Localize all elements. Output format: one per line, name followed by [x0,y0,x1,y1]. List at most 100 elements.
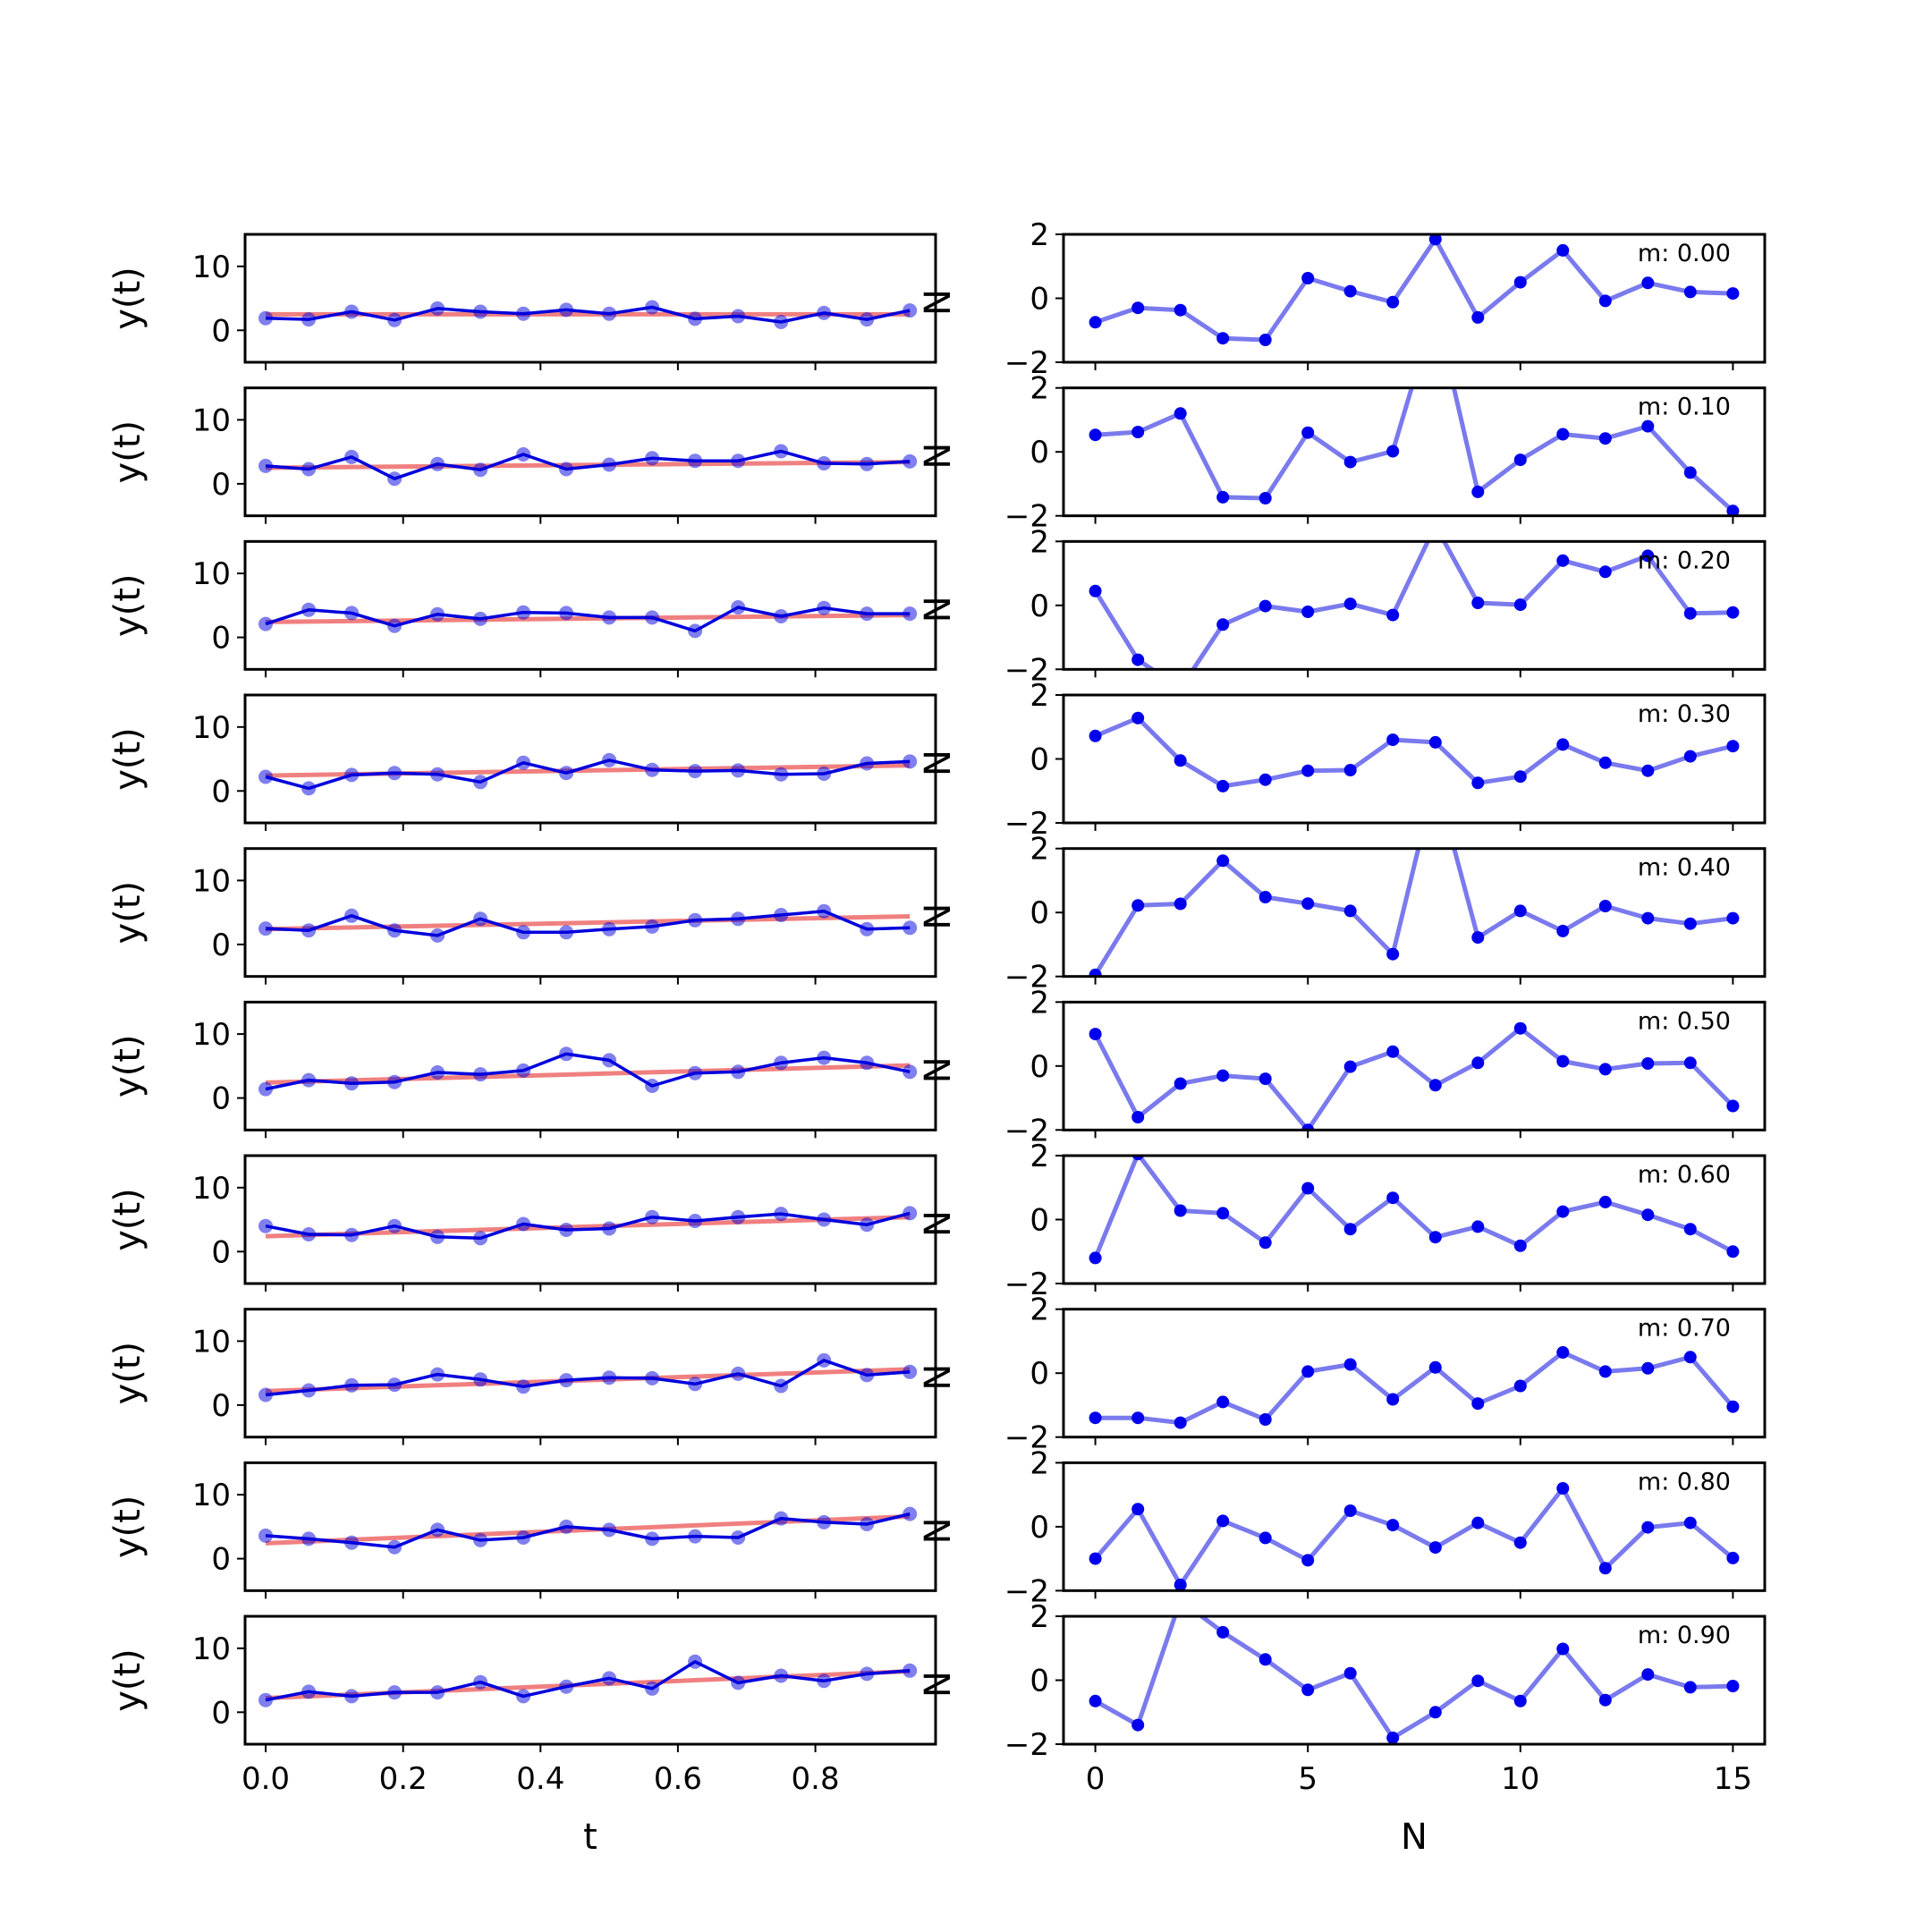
left-panel: 0 10 y(t) [107,1154,937,1292]
residual-point [1343,764,1357,776]
residual-point [1386,1519,1400,1532]
data-point [430,928,445,943]
data-point [688,1377,703,1392]
data-point [301,1383,317,1398]
residual-point [1386,733,1400,747]
residual-point [1301,1123,1315,1131]
data-point [516,447,531,462]
y-tick-label: 0 [211,1081,231,1117]
data-point [559,1373,574,1388]
residual-point [1726,1551,1740,1564]
y-tick-label: 10 [192,1017,231,1053]
residual-point [1089,1028,1102,1041]
data-point [817,305,832,320]
y-tick-label: 2 [1030,1445,1049,1481]
residual-point [1429,301,1442,314]
residual-line [1093,848,1733,977]
data-point [902,1506,918,1521]
residual-point [1216,1625,1230,1639]
data-point [387,1685,402,1700]
residual-point [1258,599,1272,613]
y-tick-label: 0 [211,1388,231,1424]
residual-point [1598,756,1612,769]
data-point [602,1053,617,1068]
data-point [301,923,317,938]
series-line [265,909,911,937]
panel-row-4: 0 10 y(t) m: 0.40 2 0 −2 N [107,832,1767,996]
residual-point [1471,776,1485,790]
data-point [860,312,875,327]
data-point [602,1671,617,1686]
data-point [817,456,832,470]
y-axis-label: y(t) [107,727,148,791]
left-plot-area [258,300,918,329]
y-tick-label: 0 [211,1234,231,1270]
residual-point [1641,1057,1655,1070]
residual-point [1429,520,1442,532]
data-point [817,1050,832,1065]
data-point [602,306,617,321]
residual-line [1095,387,1735,513]
data-point [774,1207,789,1222]
residual-point [1089,316,1102,329]
residual-point [1598,1693,1612,1707]
data-point [344,1076,360,1091]
x-tick-label: 15 [1714,1761,1752,1797]
series-line [265,758,911,791]
data-point [473,775,488,790]
left-axes-frame [243,1461,937,1592]
data-point [817,903,832,919]
residual-point [1726,911,1740,925]
right-panel: m: 0.90 2 0 −2 N [918,1599,1767,1763]
left-panel: 0 10 y(t) [107,1461,937,1599]
y-tick-label: 10 [192,250,231,285]
residual-point [1258,1072,1272,1086]
panel-row-0: 0 10 y(t) m: 0.00 2 0 −2 N [107,217,1767,381]
residual-point [1301,426,1315,439]
residual-point [1556,924,1570,937]
data-point [902,920,918,936]
data-point [902,1064,918,1080]
right-plot-area [1089,1482,1740,1591]
residual-point [1683,1516,1697,1530]
y-tick-label: 2 [1030,217,1049,253]
right-plot-area [1089,848,1740,977]
left-plot-area [258,1506,918,1555]
data-point [559,766,574,781]
data-point [387,1074,402,1089]
x-tick-label: 0.0 [242,1761,290,1797]
data-point [301,1531,317,1546]
y-axis-label: N [918,1517,959,1544]
left-plot-area [258,752,918,796]
y-axis-label: y(t) [107,1342,148,1405]
right-panel: m: 0.30 2 0 −2 N [918,678,1767,842]
data-point [774,1511,789,1526]
data-point [902,754,918,769]
residual-line [1095,1350,1735,1426]
data-point [559,1679,574,1694]
residual-point [1598,432,1612,445]
left-panel: 0 10 y(t) [107,1614,937,1753]
y-tick-label: 2 [1030,832,1049,868]
residual-line [1094,236,1733,343]
data-point [602,1221,617,1236]
x-tick-label: 0.4 [516,1761,564,1797]
data-point [430,301,445,316]
data-point [731,1366,746,1381]
left-axes-frame [243,1308,937,1439]
residual-point [1131,301,1145,315]
data-point [559,1046,574,1062]
y-axis-label: y(t) [107,1188,148,1251]
residual-point [1343,1358,1357,1371]
data-point [774,609,789,623]
data-point [559,925,574,940]
data-point [559,1519,574,1534]
residual-point [1258,773,1272,786]
data-point [344,449,360,464]
data-point [387,618,402,633]
data-point [301,1227,317,1241]
residual-point [1598,1195,1612,1208]
data-point [817,600,832,615]
residual-point [1726,1099,1740,1113]
right-plot-area [1089,1021,1740,1131]
